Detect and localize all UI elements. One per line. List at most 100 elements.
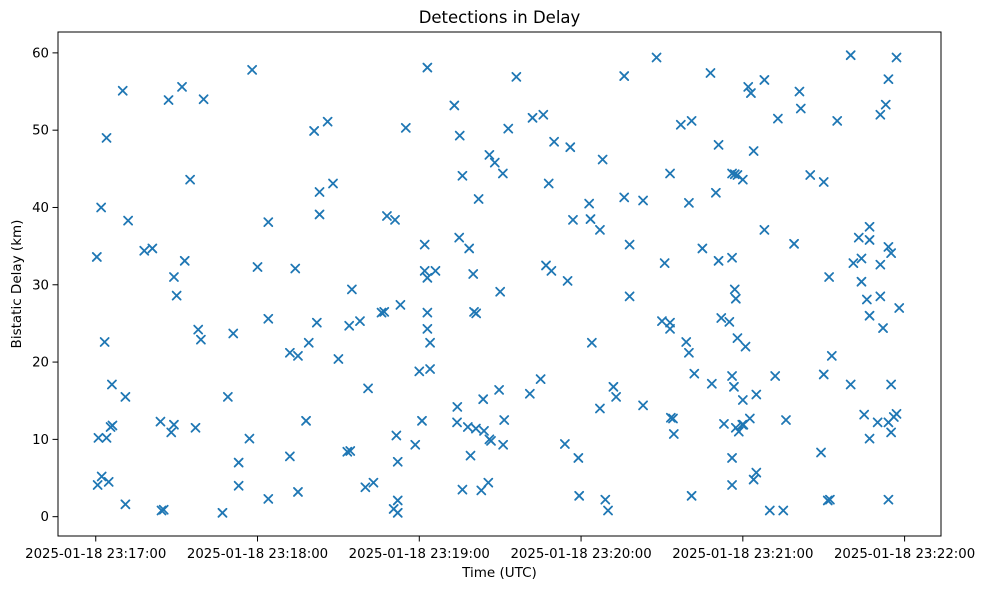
scatter-point xyxy=(419,239,430,250)
scatter-point xyxy=(595,224,605,235)
scatter-point xyxy=(344,320,355,331)
scatter-point xyxy=(425,337,435,348)
scatter-point xyxy=(498,439,509,450)
scatter-point xyxy=(565,142,576,153)
scatter-point xyxy=(139,245,150,256)
scatter-point xyxy=(392,456,403,467)
scatter-point xyxy=(483,477,494,488)
scatter-point xyxy=(574,490,585,501)
scatter-point xyxy=(410,439,421,450)
scatter-point xyxy=(471,308,482,319)
scatter-point xyxy=(864,235,875,245)
scatter-point xyxy=(729,381,739,392)
scatter-point xyxy=(263,313,274,324)
scatter-point xyxy=(511,71,522,82)
y-tick-label: 20 xyxy=(32,356,49,371)
scatter-point xyxy=(290,263,301,274)
scatter-point xyxy=(252,262,263,272)
scatter-point xyxy=(727,371,737,381)
scatter-point xyxy=(751,467,762,478)
scatter-point xyxy=(746,88,756,98)
scatter-point xyxy=(465,450,476,461)
scatter-point xyxy=(464,243,475,254)
scatter-point xyxy=(486,436,496,446)
scatter-point xyxy=(117,85,128,96)
scatter-point xyxy=(886,379,897,390)
scatter-point xyxy=(826,350,837,361)
scatter-point xyxy=(400,122,411,133)
scatter-point xyxy=(665,323,675,334)
scatter-point xyxy=(759,75,770,85)
scatter-point xyxy=(883,74,894,85)
scatter-point xyxy=(524,388,535,399)
scatter-point xyxy=(462,422,473,432)
scatter-point xyxy=(719,419,729,429)
scatter-point xyxy=(158,504,169,515)
scatter-point xyxy=(638,400,648,411)
scatter-point xyxy=(425,364,435,374)
scatter-point xyxy=(368,477,379,488)
scatter-point xyxy=(603,505,613,516)
scatter-point xyxy=(727,168,737,179)
scatter-point xyxy=(732,333,743,344)
scatter-point xyxy=(489,157,500,168)
scatter-point xyxy=(705,68,716,78)
x-tick-label: 2025-01-18 23:18:00 xyxy=(187,547,328,562)
scatter-point xyxy=(770,371,781,381)
chart-title: Detections in Delay xyxy=(418,8,581,27)
scatter-point xyxy=(471,423,481,434)
scatter-point xyxy=(743,81,754,92)
scatter-point xyxy=(795,103,806,114)
scatter-point xyxy=(452,417,462,428)
scatter-point xyxy=(619,71,630,81)
scatter-point xyxy=(120,499,131,510)
scatter-point xyxy=(233,480,244,491)
x-tick-label: 2025-01-18 23:20:00 xyxy=(510,547,651,562)
scatter-point xyxy=(328,178,338,189)
scatter-point xyxy=(794,86,805,97)
scatter-point xyxy=(422,307,433,318)
scatter-point xyxy=(611,391,622,402)
scatter-point xyxy=(559,439,570,449)
scatter-point xyxy=(217,507,228,518)
scatter-point xyxy=(729,169,740,180)
scatter-point xyxy=(222,391,233,402)
scatter-point xyxy=(886,427,897,438)
scatter-point xyxy=(789,238,799,249)
scatter-point xyxy=(195,334,206,345)
scatter-point xyxy=(527,112,538,123)
scatter-point xyxy=(864,310,875,321)
scatter-point xyxy=(457,170,468,181)
scatter-point xyxy=(454,232,465,243)
scatter-point xyxy=(422,323,433,334)
scatter-point xyxy=(233,457,244,468)
scatter-point xyxy=(169,419,179,430)
scatter-point xyxy=(499,415,510,425)
scatter-point xyxy=(430,265,441,276)
scatter-point xyxy=(697,243,708,254)
scatter-point xyxy=(345,446,356,456)
scatter-point xyxy=(468,269,479,279)
scatter-point xyxy=(684,347,694,358)
scatter-point xyxy=(805,170,816,180)
scatter-point xyxy=(473,194,484,204)
x-tick-label: 2025-01-18 23:17:00 xyxy=(25,547,166,562)
scatter-point xyxy=(147,243,158,254)
scatter-point xyxy=(309,126,320,136)
scatter-point xyxy=(716,313,727,323)
scatter-point xyxy=(166,427,177,438)
scatter-point xyxy=(619,192,630,203)
scatter-point xyxy=(657,316,667,327)
y-tick-label: 30 xyxy=(32,278,49,293)
y-tick-label: 60 xyxy=(32,46,49,61)
scatter-point xyxy=(417,415,427,426)
scatter-point xyxy=(848,258,859,269)
scatter-point xyxy=(549,136,559,147)
scatter-point xyxy=(120,391,131,402)
scatter-point xyxy=(772,113,783,124)
scatter-point xyxy=(778,505,789,516)
scatter-point xyxy=(624,239,635,250)
scatter-point xyxy=(419,265,430,276)
scatter-point xyxy=(314,187,325,197)
